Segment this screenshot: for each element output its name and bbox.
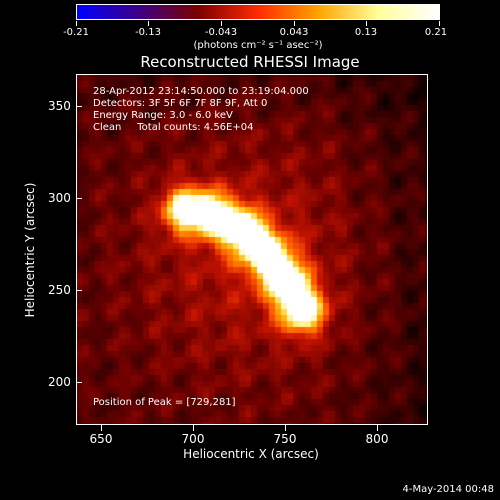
timestamp: 4-May-2014 00:48	[402, 484, 494, 495]
x-tick-label: 800	[365, 432, 389, 446]
x-tick-label: 750	[273, 432, 297, 446]
y-tick	[76, 106, 82, 107]
y-tick	[76, 198, 82, 199]
x-tick	[101, 425, 102, 431]
colorbar	[76, 4, 440, 20]
colorbar-tick	[366, 21, 367, 26]
y-tick	[76, 382, 82, 383]
y-tick-label: 250	[48, 283, 71, 297]
colorbar-tick-label: -0.043	[204, 27, 238, 38]
colorbar-units: (photons cm⁻² s⁻¹ asec⁻²)	[193, 40, 323, 51]
x-tick	[285, 425, 286, 431]
colorbar-tick-label: 0.21	[424, 27, 448, 38]
info-time-range: 28-Apr-2012 23:14:50.000 to 23:19:04.000	[93, 86, 309, 97]
colorbar-tick-label: 0.13	[354, 27, 378, 38]
y-tick-label: 350	[48, 99, 71, 113]
x-tick-label: 700	[181, 432, 205, 446]
x-tick	[377, 425, 378, 431]
x-tick-label: 650	[89, 432, 113, 446]
colorbar-tick	[148, 21, 149, 26]
rhessi-image	[77, 75, 427, 424]
colorbar-tick	[221, 21, 222, 26]
image-plot-area	[76, 74, 428, 425]
y-tick	[76, 290, 82, 291]
x-tick	[193, 425, 194, 431]
colorbar-tick	[294, 21, 295, 26]
colorbar-tick-label: -0.21	[63, 27, 89, 38]
colorbar-tick	[439, 21, 440, 26]
y-tick-label: 200	[48, 375, 71, 389]
info-clean-counts: Clean Total counts: 4.56E+04	[93, 122, 254, 133]
info-energy-range: Energy Range: 3.0 - 6.0 keV	[93, 110, 233, 121]
x-axis-title: Heliocentric X (arcsec)	[183, 447, 319, 461]
colorbar-tick-label: 0.043	[279, 27, 309, 38]
peak-position: Position of Peak = [729,281]	[93, 397, 236, 408]
colorbar-tick	[76, 21, 77, 26]
colorbar-tick-label: -0.13	[135, 27, 161, 38]
plot-title: Reconstructed RHESSI Image	[140, 53, 360, 71]
info-detectors: Detectors: 3F 5F 6F 7F 8F 9F, Att 0	[93, 98, 268, 109]
y-axis-title: Heliocentric Y (arcsec)	[23, 182, 37, 318]
y-tick-label: 300	[48, 191, 71, 205]
